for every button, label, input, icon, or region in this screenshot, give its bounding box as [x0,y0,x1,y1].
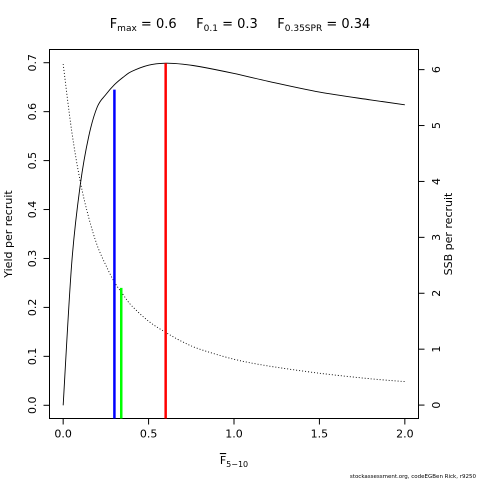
x-axis-title-subscript: 5−10 [226,460,248,469]
series-layer [62,62,405,406]
y-left-tick-label: 0.2 [26,299,39,317]
title-symbol: F [277,17,284,32]
footer-credit: stockassessment.org, codeEGBen Rick, r92… [350,474,477,480]
y-right-tick-label: 5 [430,122,443,129]
y-right-tick-label: 1 [430,346,443,353]
y-left-tick-label: 0.4 [26,201,39,219]
y-right-tick-label: 3 [430,234,443,241]
title-value: = 0.34 [322,17,370,32]
title-subscript: 0.35SPR [285,24,322,34]
y-axis-right: 0 1 2 3 4 5 6 [418,66,443,409]
plot-frame [49,49,419,419]
title-gap [177,17,197,32]
ssb-per-recruit-line [62,63,405,383]
yield-per-recruit-line [62,62,405,406]
y-axis-left: 0.0 0.1 0.2 0.3 0.4 0.5 0.6 0.7 [26,54,50,414]
y-right-tick-label: 6 [430,66,443,73]
y-left-tick-label: 0.7 [26,54,39,72]
x-tick-label: 0.0 [54,428,72,441]
title-symbol: F [110,17,117,32]
title-subscript: 0.1 [204,24,218,34]
reference-lines [113,63,167,419]
x-axis-title-symbol: F [220,454,226,467]
y-right-tick-label: 4 [430,178,443,185]
x-axis-title: F5−10 [220,454,248,469]
y-left-tick-label: 0.3 [26,250,39,268]
x-tick-label: 1.5 [311,428,329,441]
title-value: = 0.3 [218,17,258,32]
x-tick-label: 0.5 [140,428,158,441]
y-right-tick-label: 2 [430,290,443,297]
y-axis-right-title: SSB per recruit [442,192,455,275]
y-left-tick-label: 0.6 [26,103,39,121]
y-left-tick-label: 0.1 [26,348,39,366]
title-subscript: max [117,24,137,34]
y-left-tick-label: 0.5 [26,152,39,170]
x-tick-label: 2.0 [396,428,414,441]
title-gap [258,17,278,32]
y-axis-left-title: Yield per recruit [2,190,15,279]
chart-title: Fmax = 0.6 F0.1 = 0.3 F0.35SPR = 0.34 [110,17,371,34]
x-tick-label: 1.0 [225,428,243,441]
y-right-tick-label: 0 [430,402,443,409]
y-left-tick-label: 0.0 [26,397,39,415]
title-value: = 0.6 [137,17,177,32]
title-symbol: F [196,17,203,32]
x-axis: 0.0 0.5 1.0 1.5 2.0 [54,418,414,441]
